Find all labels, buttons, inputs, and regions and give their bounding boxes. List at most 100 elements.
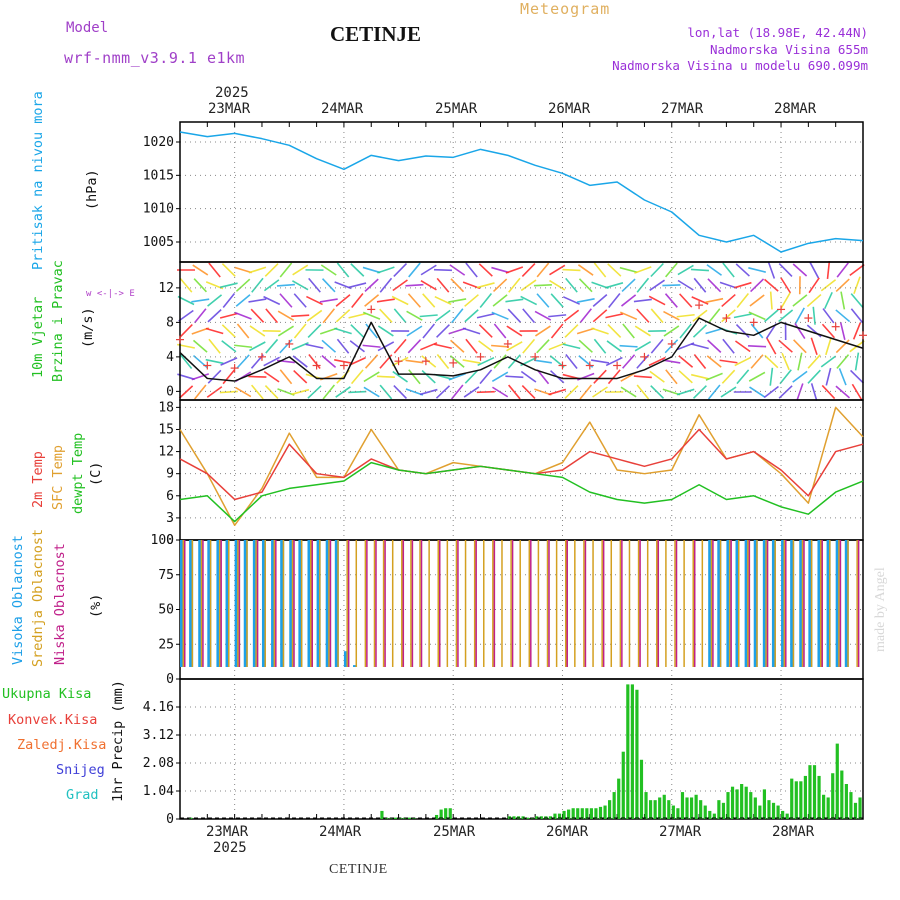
wind-arrow [422, 293, 436, 308]
low-cloud-bar [548, 540, 550, 667]
wind-arrow [679, 293, 693, 308]
wind-arrow [549, 279, 566, 291]
high-cloud-bar [207, 540, 212, 667]
wind-arrow [192, 339, 208, 353]
wind-tick-label: 0 [166, 384, 174, 399]
wind-arrow [564, 324, 579, 338]
wind-arrow [478, 263, 493, 277]
low-cloud-bar [839, 540, 842, 667]
wind-arrow [349, 340, 365, 353]
wind-arrow [434, 295, 452, 306]
low-cloud-bar [238, 540, 241, 667]
wind-arrow [236, 354, 250, 369]
wind-arrow [735, 263, 750, 277]
wind-arrow [679, 323, 692, 339]
wind-arrow [649, 279, 665, 292]
mid-cloud-bar [838, 540, 840, 667]
mid-cloud-bar [710, 540, 713, 667]
wind-arrow [692, 309, 708, 322]
total-precip-bar [394, 817, 398, 819]
mid-cloud-bar [419, 540, 421, 667]
elevation-label: Nadmorska Visina 655m [709, 42, 868, 57]
bottom-day-label: 24MAR [319, 824, 362, 840]
mid-cloud-bar [373, 540, 376, 667]
mid-cloud-bar [628, 540, 631, 667]
wind-arrow [520, 295, 538, 306]
wind-arrow [363, 371, 380, 383]
mid-cloud-bar [619, 540, 622, 667]
wind-arrow [306, 309, 323, 322]
total-precip-bar [648, 800, 653, 819]
wind-arrow [450, 278, 465, 293]
wind-arrow [533, 359, 552, 364]
precip-legend-total: Ukupna Kisa [2, 686, 92, 702]
wind-arrow [778, 309, 794, 323]
mid-cloud-bar [273, 540, 276, 667]
wind-arrow [564, 385, 579, 399]
wind-arrow [263, 295, 281, 306]
low-cloud-bar [748, 540, 751, 667]
model-elevation-label: Nadmorska Visina u modelu 690.099m [612, 58, 868, 73]
total-precip-bar [740, 784, 744, 819]
wind-arrow [251, 277, 264, 293]
wind-arrow [264, 263, 279, 277]
top-day-label: 23MAR [208, 101, 251, 117]
total-precip-bar [767, 800, 771, 819]
mid-cloud-bar [774, 540, 776, 667]
wind-arrow [376, 298, 395, 303]
wind-arrow [734, 356, 752, 367]
low-cloud-bar [821, 540, 823, 667]
wind-arrow [506, 341, 523, 352]
cloud-tick-label: 100 [151, 533, 174, 548]
mid-cloud-bar [300, 540, 303, 667]
wind-arrow [576, 327, 595, 335]
cloud-tick-label: 25 [158, 637, 174, 652]
wind-tick-label: 12 [158, 281, 174, 296]
total-precip-bar [608, 800, 612, 819]
wind-arrow [264, 384, 279, 400]
wind-arrow [234, 311, 252, 320]
wind-arrow [748, 371, 766, 382]
wind-arrow [650, 308, 664, 324]
total-precip-bar [434, 814, 439, 819]
wind-arrow [462, 327, 481, 335]
wind-arrow [348, 312, 367, 319]
low-cloud-bar [311, 540, 313, 667]
wind-arrow [435, 309, 451, 322]
wind-arrow [778, 263, 793, 277]
high-cloud-bar [790, 540, 795, 667]
cloud-tick-label: 50 [158, 603, 174, 618]
wind-arrow [677, 279, 694, 291]
wind-arrow [491, 344, 510, 348]
wind-arrow [705, 372, 723, 381]
total-precip-bar [812, 765, 817, 819]
total-precip-bar [598, 806, 603, 819]
wind-arrow [705, 297, 724, 304]
cloud-tick-label: 75 [158, 568, 174, 583]
mid-cloud-bar [428, 540, 430, 667]
wind-arrow [792, 263, 808, 277]
precip-legend-snow: Snijeg [56, 762, 105, 778]
wind-arrow [592, 309, 608, 323]
total-precip-bar [826, 797, 830, 819]
wind-arrow [619, 311, 638, 321]
wind-arrow [676, 313, 695, 318]
mid-cloud-bar [792, 540, 795, 667]
wind-arrow [520, 370, 537, 383]
wind-arrow [719, 359, 738, 364]
wind-arrow [279, 262, 293, 278]
mid-cloud-bar [592, 540, 594, 667]
wind-arrow [308, 277, 321, 293]
wind-arrow [734, 340, 751, 353]
total-precip-bar [526, 817, 530, 819]
wind-arrow [235, 294, 251, 307]
wind-arrow [276, 283, 295, 287]
mid-cloud-bar [847, 540, 849, 667]
total-precip-bar [721, 802, 726, 819]
total-precip-bar [557, 813, 562, 819]
wind-arrow [678, 370, 693, 384]
wind-arrow [263, 356, 281, 367]
wind-arrow [362, 344, 381, 348]
cloud-tick-label: 0 [166, 672, 174, 687]
